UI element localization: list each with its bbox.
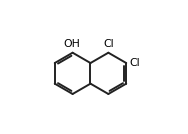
Text: OH: OH bbox=[63, 39, 80, 49]
Text: Cl: Cl bbox=[103, 39, 114, 49]
Text: Cl: Cl bbox=[130, 58, 140, 68]
